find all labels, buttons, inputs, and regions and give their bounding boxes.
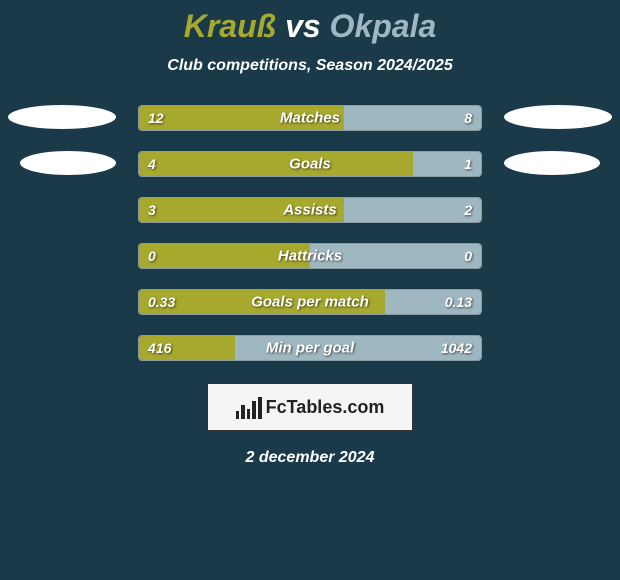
subtitle: Club competitions, Season 2024/2025 bbox=[167, 57, 452, 75]
stat-value-left: 416 bbox=[148, 340, 171, 356]
stat-label: Hattricks bbox=[278, 248, 342, 265]
stat-value-left: 0.33 bbox=[148, 294, 175, 310]
bar-right bbox=[344, 198, 481, 222]
stat-label: Assists bbox=[283, 202, 336, 219]
stat-row: Goals per match 0.33 0.13 bbox=[138, 289, 482, 315]
stat-label: Goals bbox=[289, 156, 331, 173]
comparison-card: Krauß vs Okpala Club competitions, Seaso… bbox=[0, 0, 620, 467]
stat-row: Goals 4 1 bbox=[138, 151, 482, 177]
bar-right bbox=[344, 106, 481, 130]
stat-row: Matches 12 8 bbox=[138, 105, 482, 131]
branding-text: FcTables.com bbox=[266, 397, 385, 418]
stat-value-left: 12 bbox=[148, 110, 164, 126]
player-right-badge-2 bbox=[504, 151, 600, 175]
title-separator: vs bbox=[285, 8, 321, 44]
stat-value-left: 3 bbox=[148, 202, 156, 218]
stat-rows: Matches 12 8 Goals 4 1 Assists 3 2 Hattricks 0 0 Goa… bbox=[138, 105, 482, 361]
page-title: Krauß vs Okpala bbox=[184, 8, 437, 45]
stat-value-right: 1 bbox=[464, 156, 472, 172]
stat-label: Goals per match bbox=[251, 294, 369, 311]
player-left-badge-2 bbox=[20, 151, 116, 175]
stat-label: Matches bbox=[280, 110, 340, 127]
stat-value-left: 0 bbox=[148, 248, 156, 264]
player-right-badge-1 bbox=[504, 105, 612, 129]
stat-value-right: 1042 bbox=[441, 340, 472, 356]
title-player-right: Okpala bbox=[330, 8, 437, 44]
stat-row: Assists 3 2 bbox=[138, 197, 482, 223]
stat-value-left: 4 bbox=[148, 156, 156, 172]
stat-value-right: 2 bbox=[464, 202, 472, 218]
stat-value-right: 8 bbox=[464, 110, 472, 126]
bar-left bbox=[139, 152, 413, 176]
date-label: 2 december 2024 bbox=[246, 449, 375, 467]
stat-value-right: 0 bbox=[464, 248, 472, 264]
branding-box[interactable]: FcTables.com bbox=[207, 383, 413, 431]
stat-row: Hattricks 0 0 bbox=[138, 243, 482, 269]
stat-row: Min per goal 416 1042 bbox=[138, 335, 482, 361]
stat-rows-wrapper: Matches 12 8 Goals 4 1 Assists 3 2 Hattricks 0 0 Goa… bbox=[138, 105, 482, 361]
stat-value-right: 0.13 bbox=[445, 294, 472, 310]
stat-label: Min per goal bbox=[266, 340, 354, 357]
chart-icon bbox=[236, 395, 262, 419]
player-left-badge-1 bbox=[8, 105, 116, 129]
title-player-left: Krauß bbox=[184, 8, 276, 44]
